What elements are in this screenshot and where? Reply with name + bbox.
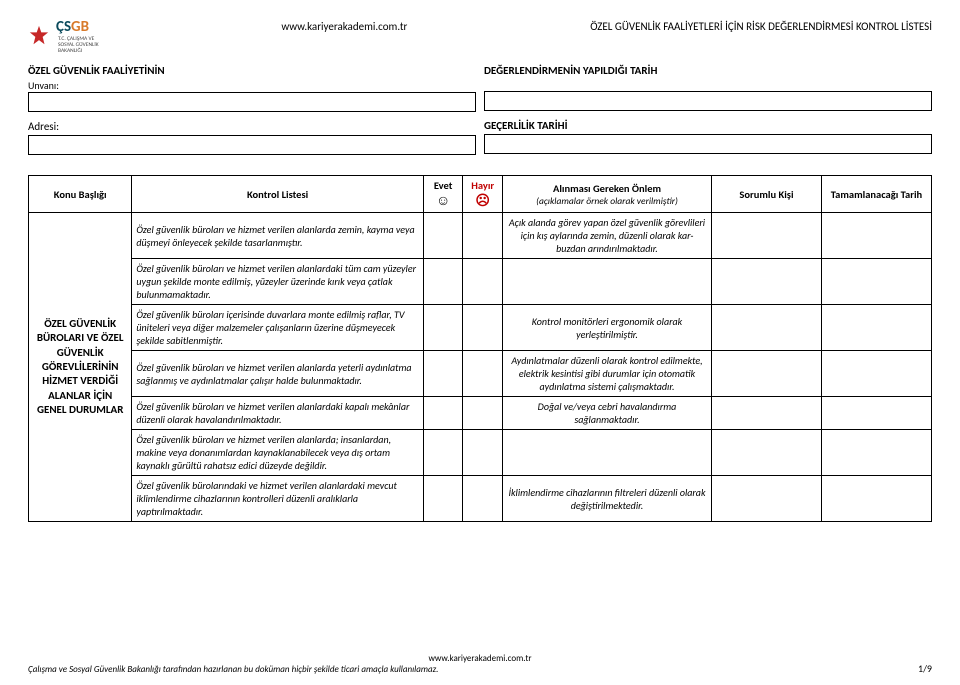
- kontrol-cell: Özel güvenlik büroları ve hizmet verilen…: [132, 397, 423, 430]
- th-onlem-sub: (açıklamalar örnek olarak verilmiştir): [507, 195, 707, 207]
- onlem-cell: Açık alanda görev yapan özel güvenlik gö…: [503, 213, 712, 259]
- form-left-box2[interactable]: [28, 135, 476, 155]
- konu-cell: ÖZEL GÜVENLİK BÜROLARI VE ÖZEL GÜVENLİK …: [29, 213, 132, 522]
- evet-cell[interactable]: [423, 397, 463, 430]
- logo-star-icon: [28, 25, 50, 47]
- evet-cell[interactable]: [423, 351, 463, 397]
- kontrol-cell: Özel güvenlik bürolarındaki ve hizmet ve…: [132, 476, 423, 522]
- tarih-cell[interactable]: [821, 476, 931, 522]
- th-hayir-label: Hayır: [471, 179, 494, 192]
- th-evet: Evet ☺: [423, 176, 463, 213]
- tarih-cell[interactable]: [821, 351, 931, 397]
- footer-pageno: 1/9: [918, 662, 932, 675]
- form-left-label2: Adresi:: [28, 118, 476, 135]
- onlem-cell: Aydınlatmalar düzenli olarak kontrol edi…: [503, 351, 712, 397]
- sorumlu-cell[interactable]: [711, 259, 821, 305]
- sorumlu-cell[interactable]: [711, 305, 821, 351]
- logo-text-wrap: ÇSGB T.C. ÇALIŞMA VE SOSYAL GÜVENLİK BAK…: [56, 18, 99, 54]
- table-row: ÖZEL GÜVENLİK BÜROLARI VE ÖZEL GÜVENLİK …: [29, 213, 932, 259]
- onlem-cell: [503, 259, 712, 305]
- hayir-cell[interactable]: [463, 259, 503, 305]
- onlem-cell: Doğal ve/veya cebri havalandırma sağlanm…: [503, 397, 712, 430]
- header-right-title: ÖZEL GÜVENLİK FAALİYETLERİ İÇİN RİSK DEĞ…: [590, 18, 932, 33]
- hayir-cell[interactable]: [463, 351, 503, 397]
- evet-cell[interactable]: [423, 476, 463, 522]
- form-left-label1: ÖZEL GÜVENLİK FAALİYETİNİN: [28, 62, 476, 79]
- logo-text: ÇSGB: [56, 18, 99, 36]
- logo-text-a: ÇS: [56, 18, 71, 36]
- table-row: Özel güvenlik büroları ve hizmet verilen…: [29, 430, 932, 476]
- form-right-label1: DEĞERLENDİRMENİN YAPILDIĞI TARİH: [484, 62, 932, 79]
- table-header-row: Konu Başlığı Kontrol Listesi Evet ☺ Hayı…: [29, 176, 932, 213]
- page-root: ÇSGB T.C. ÇALIŞMA VE SOSYAL GÜVENLİK BAK…: [0, 0, 960, 685]
- kontrol-cell: Özel güvenlik büroları ve hizmet verilen…: [132, 259, 423, 305]
- table-row: Özel güvenlik büroları ve hizmet verilen…: [29, 259, 932, 305]
- kontrol-cell: Özel güvenlik büroları ve hizmet verilen…: [132, 430, 423, 476]
- table-row: Özel güvenlik büroları içerisinde duvarl…: [29, 305, 932, 351]
- form-header: ÖZEL GÜVENLİK FAALİYETİNİN Unvanı: Adres…: [28, 62, 932, 161]
- sorumlu-cell[interactable]: [711, 351, 821, 397]
- header-bar: ÇSGB T.C. ÇALIŞMA VE SOSYAL GÜVENLİK BAK…: [28, 18, 932, 54]
- evet-cell[interactable]: [423, 305, 463, 351]
- form-right-box2[interactable]: [484, 134, 932, 154]
- hayir-cell[interactable]: [463, 397, 503, 430]
- form-left-box1[interactable]: [28, 92, 476, 112]
- logo-text-b: GB: [71, 18, 89, 36]
- form-right-box1[interactable]: [484, 91, 932, 111]
- tarih-cell[interactable]: [821, 397, 931, 430]
- evet-cell[interactable]: [423, 430, 463, 476]
- th-onlem-label: Alınması Gereken Önlem: [553, 182, 661, 195]
- th-onlem: Alınması Gereken Önlem (açıklamalar örne…: [503, 176, 712, 213]
- tarih-cell[interactable]: [821, 430, 931, 476]
- table-row: Özel güvenlik büroları ve hizmet verilen…: [29, 397, 932, 430]
- checklist-table: Konu Başlığı Kontrol Listesi Evet ☺ Hayı…: [28, 175, 932, 522]
- table-body: ÖZEL GÜVENLİK BÜROLARI VE ÖZEL GÜVENLİK …: [29, 213, 932, 522]
- footer-site: www.kariyerakademi.com.tr: [28, 653, 932, 664]
- hayir-cell[interactable]: [463, 476, 503, 522]
- evet-cell[interactable]: [423, 259, 463, 305]
- kontrol-cell: Özel güvenlik büroları içerisinde duvarl…: [132, 305, 423, 351]
- form-left-sub: Unvanı:: [28, 79, 476, 92]
- form-col-left: ÖZEL GÜVENLİK FAALİYETİNİN Unvanı: Adres…: [28, 62, 476, 161]
- logo-sub-3: BAKANLIĞI: [58, 48, 99, 54]
- sorumlu-cell[interactable]: [711, 430, 821, 476]
- form-right-label2: GEÇERLİLİK TARİHİ: [484, 117, 932, 134]
- tarih-cell[interactable]: [821, 259, 931, 305]
- table-row: Özel güvenlik bürolarındaki ve hizmet ve…: [29, 476, 932, 522]
- footer-disclaimer: Çalışma ve Sosyal Güvenlik Bakanlığı tar…: [28, 664, 932, 675]
- th-evet-label: Evet: [434, 179, 453, 192]
- onlem-cell: [503, 430, 712, 476]
- th-konu: Konu Başlığı: [29, 176, 132, 213]
- hayir-cell[interactable]: [463, 213, 503, 259]
- smile-icon: ☺: [436, 192, 450, 209]
- logo-block: ÇSGB T.C. ÇALIŞMA VE SOSYAL GÜVENLİK BAK…: [28, 18, 99, 54]
- kontrol-cell: Özel güvenlik büroları ve hizmet verilen…: [132, 351, 423, 397]
- th-tarih: Tamamlanacağı Tarih: [821, 176, 931, 213]
- onlem-cell: Kontrol monitörleri ergonomik olarak yer…: [503, 305, 712, 351]
- hayir-cell[interactable]: [463, 430, 503, 476]
- evet-cell[interactable]: [423, 213, 463, 259]
- tarih-cell[interactable]: [821, 305, 931, 351]
- hayir-cell[interactable]: [463, 305, 503, 351]
- tarih-cell[interactable]: [821, 213, 931, 259]
- kontrol-cell: Özel güvenlik büroları ve hizmet verilen…: [132, 213, 423, 259]
- sorumlu-cell[interactable]: [711, 213, 821, 259]
- table-row: Özel güvenlik büroları ve hizmet verilen…: [29, 351, 932, 397]
- header-site: www.kariyerakademi.com.tr: [99, 18, 591, 33]
- form-left-label1-text: ÖZEL GÜVENLİK FAALİYETİNİN: [28, 64, 165, 77]
- sorumlu-cell[interactable]: [711, 476, 821, 522]
- form-col-right: DEĞERLENDİRMENİN YAPILDIĞI TARİH GEÇERLİ…: [484, 62, 932, 161]
- th-sorumlu: Sorumlu Kişi: [711, 176, 821, 213]
- logo-sub: T.C. ÇALIŞMA VE SOSYAL GÜVENLİK BAKANLIĞ…: [58, 36, 99, 54]
- onlem-cell: İklimlendirme cihazlarının filtreleri dü…: [503, 476, 712, 522]
- sorumlu-cell[interactable]: [711, 397, 821, 430]
- th-liste: Kontrol Listesi: [132, 176, 423, 213]
- frown-icon: ☹: [475, 192, 490, 209]
- footer: www.kariyerakademi.com.tr Çalışma ve Sos…: [28, 653, 932, 675]
- th-hayir: Hayır ☹: [463, 176, 503, 213]
